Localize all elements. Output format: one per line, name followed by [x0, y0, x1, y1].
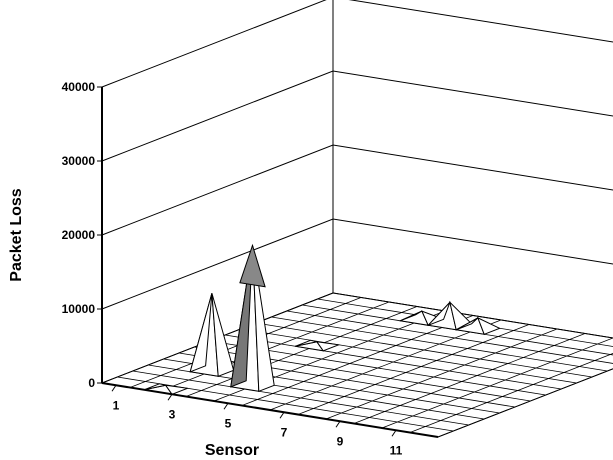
x-tick-label: 7	[281, 425, 288, 439]
x-tick-mark	[167, 393, 173, 401]
z-tick-label: 30000	[62, 154, 96, 168]
x-tick-mark	[335, 420, 341, 428]
floor-gridline	[255, 322, 593, 378]
x-axis-line	[101, 382, 439, 438]
x-tick-label: 3	[169, 407, 176, 421]
floor-gridline	[332, 292, 613, 339]
x-axis-title: Sensor	[205, 442, 259, 459]
floor-gridline	[437, 368, 613, 438]
floor-gridline	[225, 334, 562, 390]
peak-face	[455, 317, 479, 331]
floor-gridline	[353, 333, 586, 424]
wall-gridline	[101, 70, 613, 162]
floor-gridline	[271, 316, 608, 372]
floor-gridline	[297, 324, 530, 415]
chart-walls	[101, 0, 613, 384]
x-tick-label: 9	[337, 434, 344, 448]
floor-gridline	[157, 301, 390, 393]
floor-gridline	[185, 306, 418, 397]
floor-gridline	[409, 352, 613, 433]
x-tick-label: 5	[225, 416, 232, 430]
chart-peaks	[143, 243, 501, 395]
chart-axes	[97, 86, 439, 438]
z-tick-label: 40000	[62, 80, 96, 94]
x-tick-mark	[279, 411, 285, 419]
z-tick-label: 20000	[62, 228, 96, 242]
peak-face	[427, 301, 451, 326]
x-tick-label: 1	[113, 398, 120, 412]
z-tick-label: 10000	[62, 302, 96, 316]
x-tick-mark	[223, 402, 229, 410]
floor-gridline	[241, 315, 474, 406]
z-tick-label: 0	[88, 376, 95, 390]
floor-gridline	[269, 319, 502, 411]
x-tick-mark	[391, 429, 397, 437]
peak-face	[230, 245, 253, 388]
peak-face	[295, 339, 318, 347]
x-tick-labels: 1 3 5 7 9 11	[113, 398, 403, 457]
x-tick-label: 11	[390, 443, 403, 457]
wall-gridline	[101, 144, 613, 236]
peak-face	[315, 341, 341, 352]
peak-hatch	[239, 243, 266, 288]
floor-gridline	[381, 337, 613, 429]
peak-face	[399, 310, 423, 322]
peak-face	[476, 316, 501, 335]
peak-face	[189, 293, 213, 373]
floor-gridline	[240, 328, 577, 384]
z-tick-labels: 0 10000 20000 30000 40000	[62, 80, 96, 390]
floor-gridline	[132, 370, 469, 426]
y-axis-title: Packet Loss	[8, 188, 25, 281]
floor-gridline	[325, 328, 558, 420]
x-tick-mark	[111, 384, 117, 392]
floor-gridline	[286, 310, 613, 364]
peak-face	[211, 293, 235, 378]
wall-gridline	[101, 218, 613, 310]
peak-face	[143, 383, 166, 391]
back-wall	[332, 0, 613, 339]
peak-face	[164, 384, 190, 395]
